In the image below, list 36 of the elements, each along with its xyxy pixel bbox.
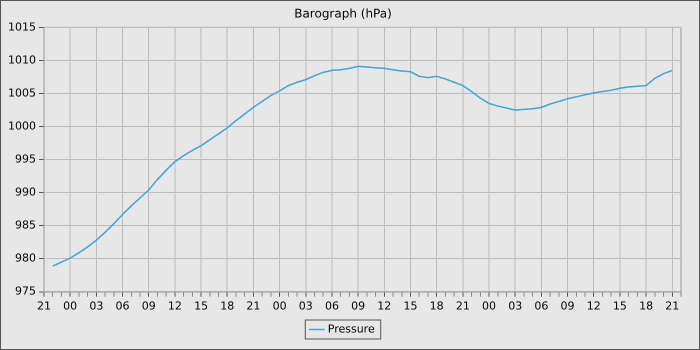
x-tick-label: 18	[639, 299, 654, 312]
x-tick-label: 18	[220, 299, 234, 312]
x-tick-label: 00	[482, 299, 496, 312]
chart-title: Barograph (hPa)	[294, 6, 392, 20]
x-tick-label: 21	[246, 299, 260, 312]
x-tick-label: 12	[586, 299, 601, 312]
x-tick-label: 06	[534, 299, 548, 312]
x-tick-label: 09	[142, 299, 156, 312]
x-tick-label: 00	[272, 299, 287, 312]
x-tick-label: 21	[36, 299, 51, 312]
y-tick-label: 980	[14, 252, 36, 265]
x-tick-label: 18	[430, 299, 444, 312]
x-tick-label: 12	[377, 299, 392, 312]
y-tick-label: 1010	[8, 53, 36, 66]
y-tick-label: 1015	[8, 20, 36, 34]
x-tick-label: 03	[89, 299, 104, 312]
x-tick-label: 21	[456, 299, 470, 312]
y-tick-label: 990	[14, 186, 36, 199]
x-tick-label: 03	[508, 299, 522, 312]
x-tick-label: 06	[324, 299, 339, 312]
y-tick-label: 985	[14, 218, 36, 232]
x-tick-label: 09	[560, 299, 575, 312]
x-tick-label: 06	[116, 299, 130, 312]
x-tick-label: 15	[612, 299, 627, 312]
x-tick-label: 21	[665, 299, 680, 312]
y-tick-label: 995	[14, 152, 36, 166]
x-tick-label: 00	[63, 299, 78, 312]
x-tick-label: 12	[168, 299, 182, 312]
x-tick-label: 03	[298, 299, 313, 312]
y-tick-label: 1000	[8, 119, 36, 132]
y-tick-label: 1005	[8, 86, 36, 100]
legend-label: Pressure	[328, 322, 375, 336]
y-tick-label: 975	[14, 284, 36, 298]
x-tick-label: 15	[403, 299, 418, 312]
x-tick-label: 15	[194, 299, 208, 312]
x-tick-label: 09	[351, 299, 366, 312]
